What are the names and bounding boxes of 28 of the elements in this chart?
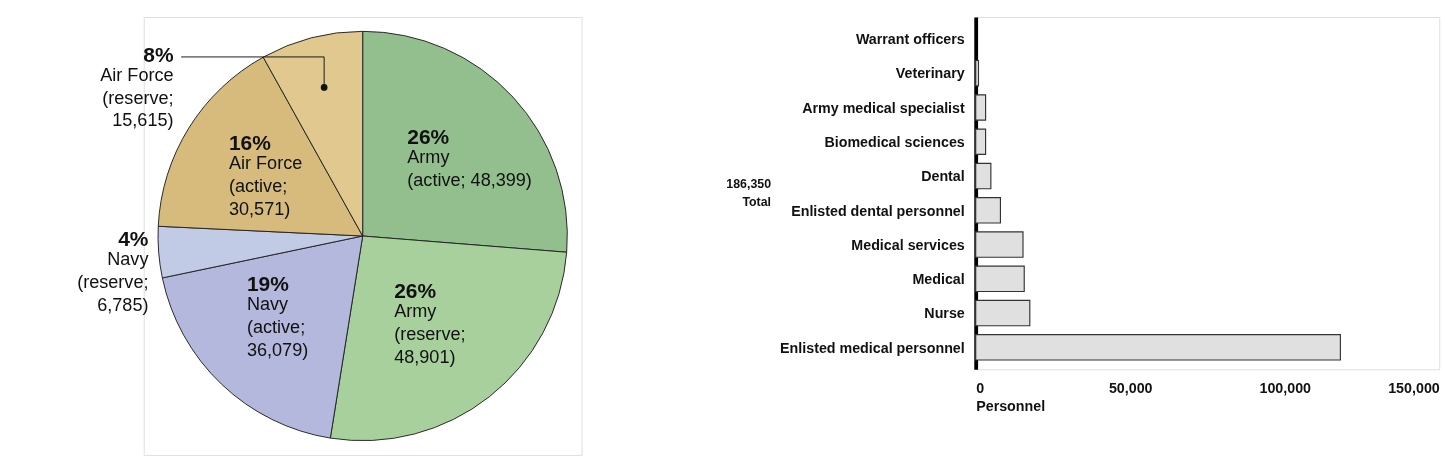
slice-label: Navy (reserve; 6,785) xyxy=(77,249,149,315)
data-label: 4% xyxy=(118,227,149,251)
data-label: 16% xyxy=(228,131,272,154)
data-label: 26% xyxy=(407,125,450,149)
y-tick-label: Enlisted medical personnel xyxy=(780,339,965,356)
data-label: 19% xyxy=(246,271,290,295)
x-axis-title: Personnel xyxy=(976,397,1046,414)
slice-label: Army (active; 48,399) xyxy=(407,147,532,191)
data-label: 26% xyxy=(394,278,437,302)
y-tick-label: Enlisted dental personnel xyxy=(791,202,965,219)
slice-label: Navy (active; 36,079) xyxy=(246,293,309,360)
data-label: 8% xyxy=(143,42,174,66)
y-tick-label: Dental xyxy=(921,168,965,185)
slice-label: Army (reserve; 48,901) xyxy=(394,300,466,367)
y-tick-label: Medical services xyxy=(851,236,965,253)
x-tick-label: 50,000 xyxy=(1108,379,1153,396)
y-tick-label: Medical xyxy=(912,271,965,288)
y-tick-label: Army medical specialist xyxy=(802,99,965,116)
x-tick-label: 0 xyxy=(976,379,985,396)
x-tick-label: 100,000 xyxy=(1259,379,1312,396)
text: 186,350 Total xyxy=(726,177,772,209)
y-tick-label: Warrant officers xyxy=(855,31,965,48)
x-tick-label: 150,000 xyxy=(1388,379,1440,396)
slice-label: Air Force (active; 30,571) xyxy=(228,153,303,219)
y-tick-label: Veterinary xyxy=(895,65,965,82)
slice-label: Air Force (reserve; 15,615) xyxy=(100,64,174,131)
y-tick-label: Nurse xyxy=(924,305,965,322)
y-tick-label: Biomedical sciences xyxy=(824,134,965,150)
